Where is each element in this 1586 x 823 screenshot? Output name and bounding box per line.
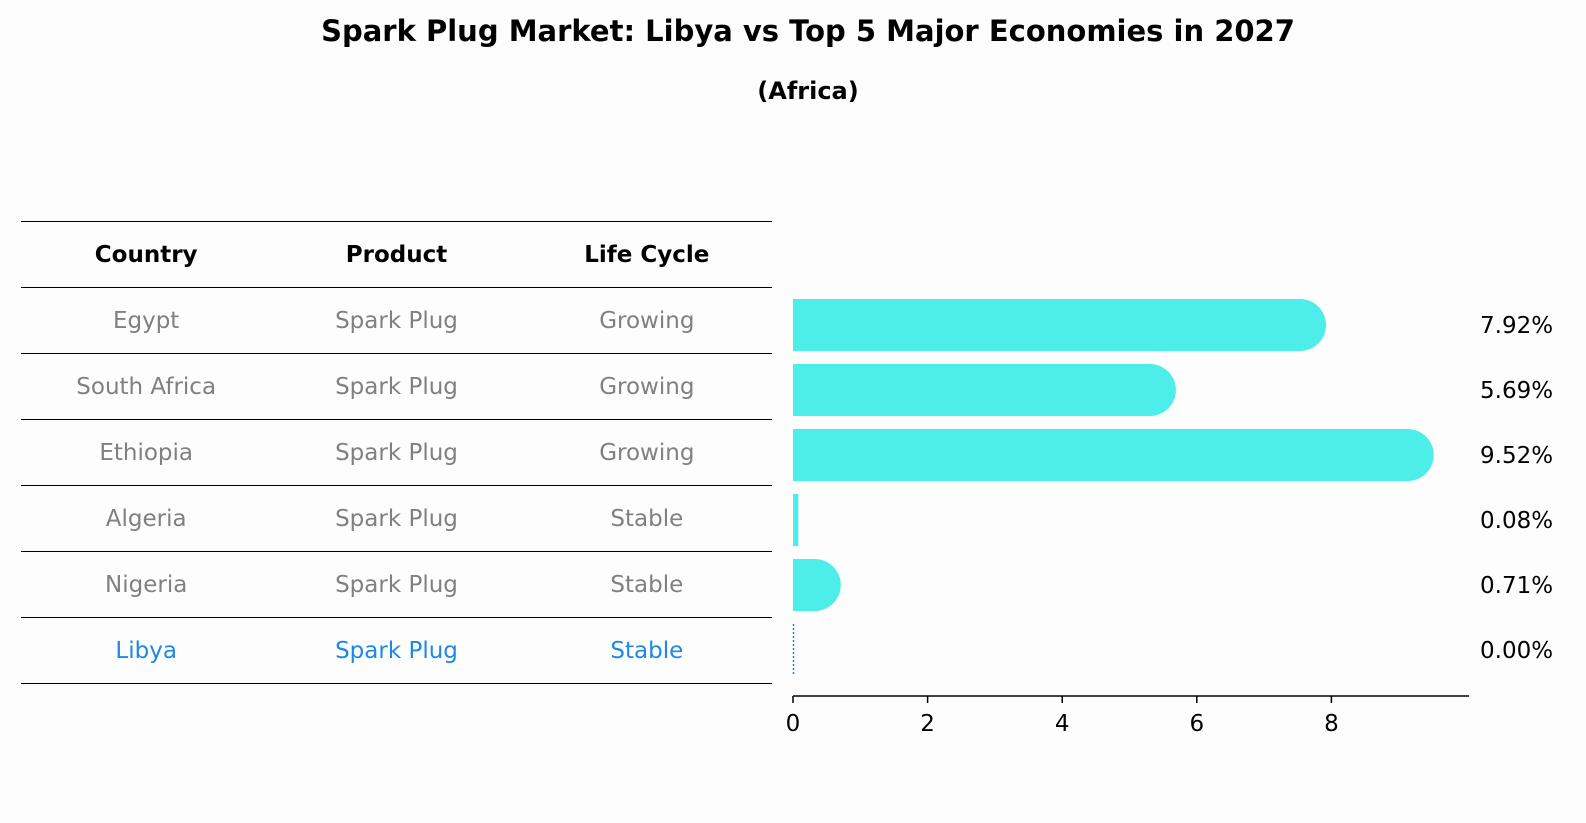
- product-cell: Spark Plug: [335, 373, 458, 400]
- chart-subtitle: (Africa): [757, 77, 859, 105]
- country-cell: Libya: [115, 637, 177, 664]
- table-row: Egypt Spark Plug Growing: [21, 288, 772, 354]
- bar-value-label: 0.00%: [1480, 638, 1553, 664]
- comparison-table: Country Product Life Cycle Egypt Spark P…: [21, 221, 772, 684]
- chart-title: Spark Plug Market: Libya vs Top 5 Major …: [321, 14, 1295, 48]
- life-cycle-cell: Stable: [610, 571, 684, 598]
- product-cell: Spark Plug: [335, 439, 458, 466]
- country-cell: Algeria: [105, 505, 187, 532]
- bar-value-label: 5.69%: [1480, 378, 1553, 404]
- header-product: Product: [345, 241, 448, 268]
- product-cell: Spark Plug: [335, 571, 458, 598]
- country-cell: Nigeria: [105, 571, 188, 598]
- bar-value-label: 0.08%: [1480, 508, 1553, 534]
- life-cycle-cell: Growing: [599, 439, 695, 466]
- bar-value-label: 9.52%: [1480, 443, 1553, 469]
- bar: [793, 299, 1327, 351]
- life-cycle-cell: Stable: [610, 505, 684, 532]
- x-tick-label: 4: [1055, 711, 1070, 737]
- country-cell: Egypt: [112, 307, 180, 334]
- product-cell: Spark Plug: [335, 637, 458, 664]
- bar-value-label: 7.92%: [1480, 313, 1553, 339]
- bar: [793, 559, 841, 611]
- table-header-row: Country Product Life Cycle: [21, 222, 772, 288]
- life-cycle-cell: Growing: [599, 307, 695, 334]
- product-cell: Spark Plug: [335, 307, 458, 334]
- bar-value-label: 0.71%: [1480, 573, 1553, 599]
- table-row: South Africa Spark Plug Growing: [21, 354, 772, 420]
- country-cell: Ethiopia: [99, 439, 193, 466]
- table-row-highlighted: Libya Spark Plug Stable: [21, 618, 772, 684]
- x-tick-label: 2: [920, 711, 935, 737]
- product-cell: Spark Plug: [335, 505, 458, 532]
- table-row: Ethiopia Spark Plug Growing: [21, 420, 772, 486]
- table-row: Algeria Spark Plug Stable: [21, 486, 772, 552]
- life-cycle-cell: Stable: [610, 637, 684, 664]
- x-tick-label: 6: [1189, 711, 1204, 737]
- x-tick-label: 0: [786, 711, 801, 737]
- bar: [793, 429, 1434, 481]
- life-cycle-cell: Growing: [599, 373, 695, 400]
- header-life-cycle: Life Cycle: [584, 241, 710, 268]
- table-row: Nigeria Spark Plug Stable: [21, 552, 772, 618]
- country-cell: South Africa: [76, 373, 217, 400]
- header-country: Country: [94, 241, 198, 268]
- x-tick-label: 8: [1324, 711, 1339, 737]
- bar: [793, 364, 1176, 416]
- bar: [793, 494, 799, 546]
